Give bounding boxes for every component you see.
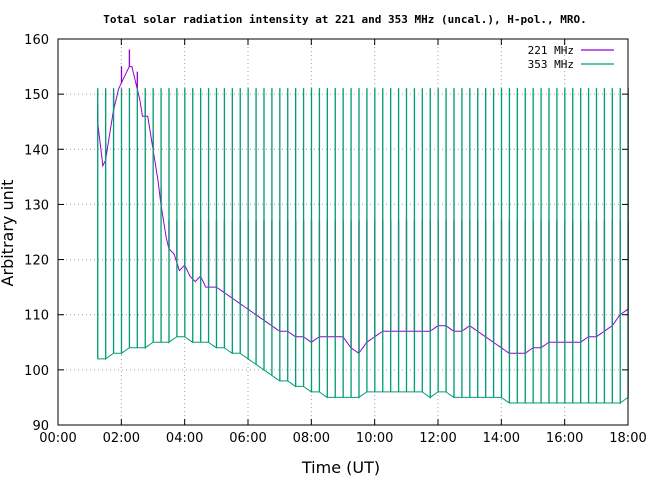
x-tick-label: 06:00	[229, 431, 266, 446]
y-tick-label: 130	[24, 198, 49, 213]
x-axis-label: Time (UT)	[301, 458, 380, 477]
x-tick-label: 12:00	[419, 431, 456, 446]
y-tick-label: 110	[24, 309, 49, 324]
x-tick-label: 10:00	[356, 431, 393, 446]
y-tick-label: 160	[24, 33, 49, 48]
plot-frame	[57, 38, 629, 426]
x-tick-label: 18:00	[609, 431, 646, 446]
x-tick-label: 02:00	[103, 431, 140, 446]
legend-label-221: 221 MHz	[528, 44, 574, 57]
axes: 00:00 02:00 04:00 06:00 08:00 10:00 12:00 14:00…	[24, 33, 647, 446]
chart-title: Total solar radiation intensity at 221 a…	[103, 13, 586, 26]
x-tick-label: 08:00	[293, 431, 330, 446]
y-tick-label: 100	[24, 364, 49, 379]
x-tick-label: 16:00	[546, 431, 583, 446]
y-tick-label: 150	[24, 88, 49, 103]
y-axis-label: Arbitrary unit	[0, 180, 17, 287]
legend: 221 MHz 353 MHz	[528, 44, 614, 71]
legend-label-353: 353 MHz	[528, 58, 574, 71]
plot-area	[97, 49, 629, 405]
y-tick-label: 120	[24, 254, 49, 269]
x-tick-label: 04:00	[166, 431, 203, 446]
series-line-353-mhz	[97, 88, 629, 405]
y-tick-label: 90	[32, 419, 49, 434]
x-tick-label: 14:00	[483, 431, 520, 446]
x-tick-label: 00:00	[39, 431, 76, 446]
y-tick-label: 140	[24, 143, 49, 158]
